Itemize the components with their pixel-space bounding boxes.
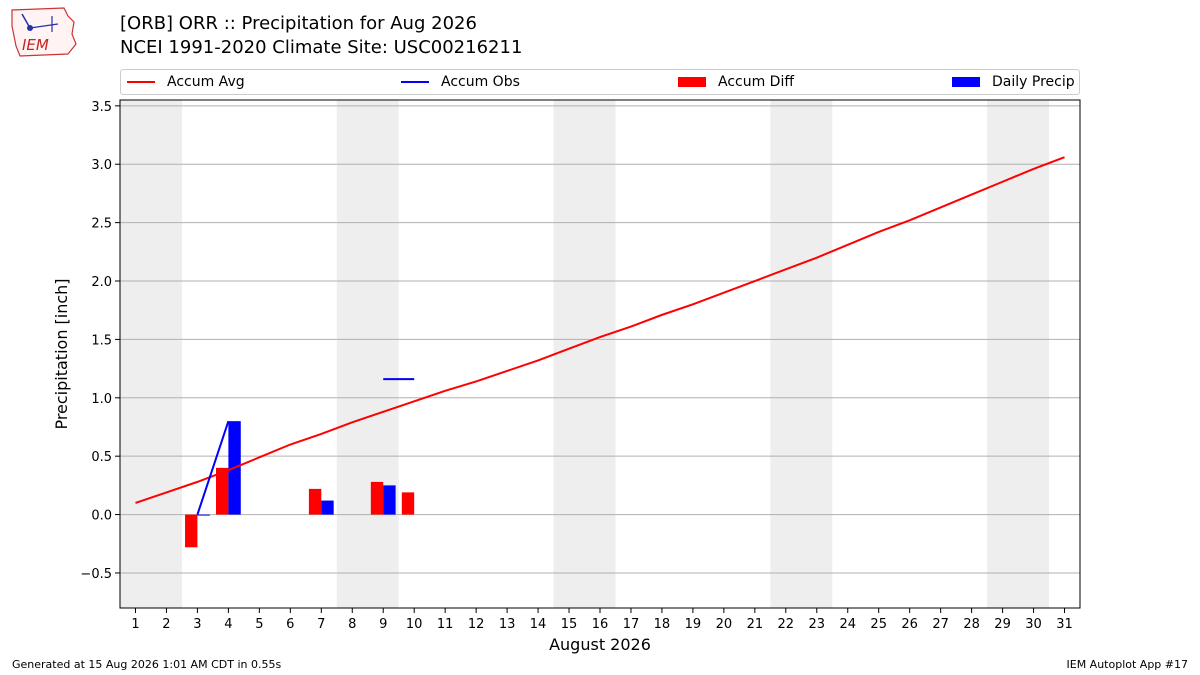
legend-label-daily-precip: Daily Precip [992, 74, 1075, 90]
xtick-label-20: 20 [716, 617, 733, 632]
legend-swatch-accum-diff [678, 77, 706, 87]
title-line-2: NCEI 1991-2020 Climate Site: USC00216211 [120, 37, 523, 58]
xtick-label-10: 10 [406, 617, 423, 632]
xtick-label-2: 2 [162, 617, 170, 632]
xtick-label-11: 11 [437, 617, 454, 632]
plot-frame [119, 99, 1081, 609]
accum-diff-bar-day-10 [401, 492, 415, 515]
xtick-label-8: 8 [348, 617, 356, 632]
daily-precip-bar-day-7 [321, 500, 334, 515]
accum-diff-bar-day-4 [216, 467, 229, 515]
xtick-label-17: 17 [623, 617, 640, 632]
accum-diff-bar-day-7 [308, 488, 322, 515]
weekend-shade-3 [770, 100, 833, 608]
xtick-label-13: 13 [499, 617, 516, 632]
ytick-label-3: 1.0 [91, 392, 112, 407]
ytick-label-0: −0.5 [80, 567, 112, 582]
xtick-label-30: 30 [1025, 617, 1042, 632]
lines [135, 156, 1065, 515]
ytick-label-6: 2.5 [91, 217, 112, 232]
iem-logo: IEM [11, 7, 77, 57]
accum-diff-bar-day-9 [370, 481, 384, 515]
daily-precip-bar-day-4 [228, 421, 241, 515]
x-axis-label: August 2026 [549, 635, 651, 654]
xtick-label-22: 22 [778, 617, 795, 632]
legend-swatch-accum-avg [127, 81, 155, 83]
ytick-label-5: 2.0 [91, 275, 112, 290]
xtick-label-29: 29 [994, 617, 1011, 632]
legend-label-accum-obs: Accum Obs [441, 74, 520, 90]
xtick-label-12: 12 [468, 617, 485, 632]
bars [185, 421, 415, 548]
xtick-label-19: 19 [685, 617, 702, 632]
daily-precip-bar-day-3 [197, 514, 210, 516]
accum-diff-bar-day-3 [185, 514, 198, 548]
footer-generated: Generated at 15 Aug 2026 1:01 AM CDT in … [12, 658, 282, 671]
xtick-label-6: 6 [286, 617, 294, 632]
xtick-label-21: 21 [747, 617, 764, 632]
ytick-label-2: 0.5 [91, 450, 112, 465]
ytick-label-1: 0.0 [91, 509, 112, 524]
logo-text: IEM [22, 36, 49, 54]
accum-obs-line-0 [196, 420, 230, 515]
legend-swatch-daily-precip [952, 77, 980, 87]
xtick-label-5: 5 [255, 617, 263, 632]
xtick-label-23: 23 [809, 617, 826, 632]
axes: −0.50.00.51.01.52.02.53.03.51 2 3 4 5 6 7 8 9 10 1… [80, 100, 1072, 632]
grid-lines [120, 105, 1080, 574]
legend-label-accum-avg: Accum Avg [167, 74, 245, 90]
xtick-label-18: 18 [654, 617, 671, 632]
legend-item-accum-diff: Accum Diff [678, 70, 794, 94]
xtick-label-27: 27 [932, 617, 949, 632]
legend: Accum Avg Accum Obs Accum Diff Daily Pre… [120, 69, 1080, 95]
xtick-label-9: 9 [379, 617, 387, 632]
xtick-label-14: 14 [530, 617, 547, 632]
xtick-label-1: 1 [131, 617, 139, 632]
xtick-label-15: 15 [561, 617, 578, 632]
legend-item-accum-avg: Accum Avg [127, 70, 245, 94]
weekend-shade-4 [987, 100, 1050, 608]
xtick-label-28: 28 [963, 617, 980, 632]
xtick-label-4: 4 [224, 617, 232, 632]
footer-app: IEM Autoplot App #17 [1066, 658, 1189, 671]
xtick-label-7: 7 [317, 617, 325, 632]
title-line-1: [ORB] ORR :: Precipitation for Aug 2026 [120, 13, 477, 34]
ytick-label-8: 3.5 [91, 100, 112, 115]
weekend-shade-2 [553, 100, 616, 608]
weekend-shade-0 [120, 100, 182, 608]
ytick-label-7: 3.0 [91, 158, 112, 173]
xtick-label-3: 3 [193, 617, 201, 632]
legend-swatch-accum-obs [401, 81, 429, 83]
xtick-label-25: 25 [870, 617, 887, 632]
xtick-label-31: 31 [1056, 617, 1073, 632]
legend-label-accum-diff: Accum Diff [718, 74, 795, 90]
y-axis-label: Precipitation [inch] [52, 278, 71, 429]
xtick-label-16: 16 [592, 617, 609, 632]
accum-avg-line [135, 156, 1065, 504]
xtick-label-24: 24 [839, 617, 856, 632]
legend-item-daily-precip: Daily Precip [952, 70, 1075, 94]
legend-item-accum-obs: Accum Obs [401, 70, 520, 94]
xtick-label-26: 26 [901, 617, 918, 632]
weekend-shade-1 [336, 100, 399, 608]
ytick-label-4: 1.5 [91, 333, 112, 348]
weekend-shading [120, 100, 1050, 608]
chart-title: [ORB] ORR :: Precipitation for Aug 2026 … [120, 12, 522, 60]
daily-precip-bar-day-9 [383, 485, 396, 515]
